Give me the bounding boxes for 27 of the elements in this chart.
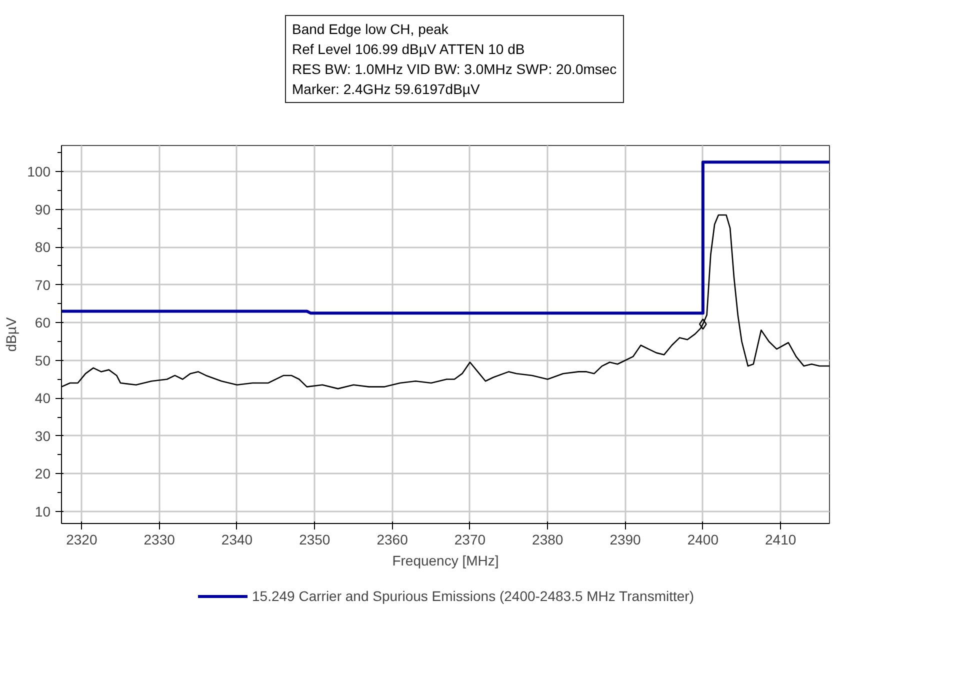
text: Marker: 2.4GHz 59.6197dBµV	[292, 81, 480, 97]
y-tick-label: 80	[34, 239, 51, 256]
y-tick-label: 50	[34, 352, 51, 368]
text: RES BW: 1.0MHz VID BW: 3.0MHz SWP: 20.0msec	[292, 61, 617, 77]
text: Band Edge low CH, peak	[292, 21, 448, 37]
y-tick-label: 60	[34, 314, 51, 331]
y-tick-label: 90	[34, 201, 51, 218]
y-tick-label: 20	[34, 466, 51, 482]
x-tick-label: 2320	[66, 532, 98, 548]
legend-label: 15.249 Carrier and Spurious Emissions (2400-2483.5 MHz Transmitter)	[252, 588, 694, 604]
y-tick-label: 30	[34, 428, 51, 444]
x-tick-label: 2380	[532, 532, 564, 548]
y-tick-label: 100	[27, 164, 51, 180]
y-tick-label: 70	[34, 276, 51, 293]
y-tick-label: 40	[34, 390, 51, 406]
x-tick-label: 2340	[221, 532, 253, 548]
x-tick-label: 2360	[376, 532, 408, 548]
x-tick-label: 2400	[687, 532, 719, 548]
text: Ref Level 106.99 dBµV ATTEN 10 dB	[292, 41, 525, 57]
x-tick-label: 2350	[299, 532, 330, 548]
y-axis-title: dBµV	[3, 316, 20, 352]
x-tick-label: 2370	[454, 532, 486, 548]
y-tick-label: 10	[34, 503, 51, 520]
x-axis-title: Frequency [MHz]	[392, 552, 499, 568]
x-tick-label: 2390	[610, 532, 642, 548]
x-tick-label: 2410	[765, 532, 796, 548]
x-tick-label: 2330	[144, 532, 176, 548]
